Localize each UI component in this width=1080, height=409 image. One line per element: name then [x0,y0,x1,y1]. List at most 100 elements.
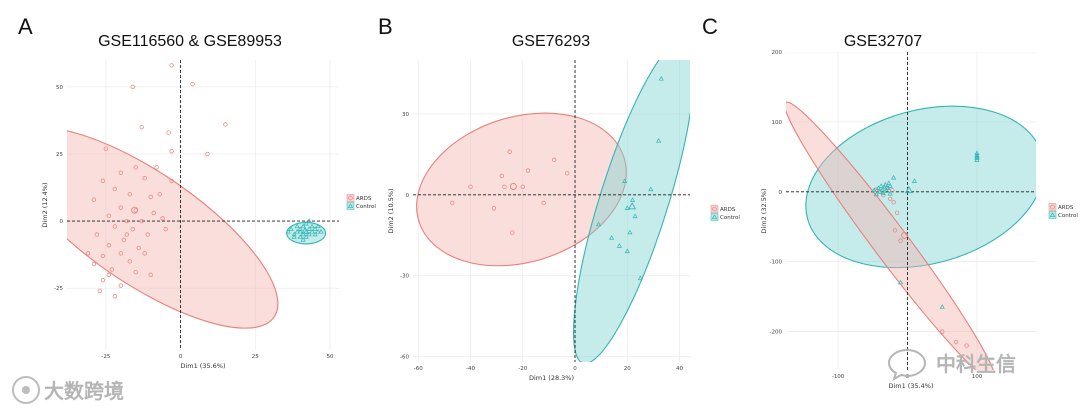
data-point-ards [881,193,886,198]
data-point-ards [450,200,455,206]
data-point-ards [106,272,111,277]
data-point-control [315,223,321,229]
watermark-right-text: 中科生信 [936,352,1016,376]
x-tick-label: 20 [624,366,631,372]
data-point-ards [205,151,210,157]
data-point-ards [130,84,135,90]
x-tick-label: 0 [179,354,183,360]
data-point-control [884,188,890,193]
data-point-control [891,174,897,180]
legend-symbol-control [711,214,718,220]
y-tick-label: 0 [406,193,410,199]
data-point-ards [154,165,159,170]
data-point-control [288,226,294,231]
legend-label-control: Control [720,215,740,221]
data-point-ards [121,237,126,243]
data-point-ards [100,178,106,183]
data-point-control [873,191,879,197]
ellipses [399,60,690,362]
data-point-ards [502,184,507,189]
x-axis-label: Dim1 (35.4%) [888,382,933,390]
confidence-ellipse-control [788,81,1036,293]
data-point-control [303,234,309,239]
panel-letter: A [18,14,33,39]
data-point-ards [507,149,512,154]
confidence-ellipse-ards [399,89,644,290]
data-point-control [312,231,318,237]
x-tick-label: 40 [676,366,683,372]
data-point-ards [510,230,515,235]
x-tick-label: 50 [327,354,334,360]
panels-layer: A GSE116560 & GSE89953 -25 0 25 50 -25 0 25 50 Dim… [18,14,1078,390]
legend-symbol-ards [1050,204,1055,210]
legend-symbol-ards [712,206,717,212]
legend-key-control [1048,211,1057,219]
data-point-ards [100,253,106,259]
y-tick-label: 200 [772,50,783,56]
data-point-ards [118,170,123,175]
data-point-control [974,155,980,160]
data-point-control [318,228,324,234]
chart-title: GSE76293 [512,33,590,50]
data-point-control [648,186,654,192]
data-point-ards [491,206,497,211]
watermark-right: 中科生信 [887,348,1016,382]
legend-key-ards [346,194,355,202]
x-tick-label: 0 [906,374,910,380]
data-point-ards [130,227,135,232]
data-point-ards [118,251,123,256]
watermark-left-logo-dot-icon [22,386,30,394]
data-point-ards [124,232,129,237]
data-point-ards [223,122,228,127]
legend: ARDS Control [346,194,376,210]
group-mean-control [301,226,310,234]
data-point-ards [148,272,153,277]
y-axis-label: Dim2 (10.5%) [387,188,395,233]
ellipse-ards-group [67,95,310,361]
group-mean-control [904,186,913,194]
data-point-ards [91,261,97,267]
data-point-control [624,205,630,210]
data-point-control [887,183,893,188]
data-point-ards [468,184,473,189]
legend-key-ards [710,205,719,213]
data-point-ards [112,224,117,229]
data-point-ards [151,210,156,216]
legend-key-control [346,202,355,210]
data-point-control [624,248,630,254]
data-point-ards [888,196,893,201]
data-point-ards [145,232,150,237]
group-mean-ards [509,183,517,190]
data-point-control [306,231,312,237]
data-point-ards [190,82,195,87]
panel-b: B GSE76293 -60 -40 -20 0 20 40 -60 -30 0 30 Dim1 (28… [378,14,740,382]
x-axis-label: Dim1 (28.3%) [529,374,574,382]
data-point-control [300,236,306,242]
data-point-ards [169,178,174,183]
legend: ARDS Control [710,205,740,221]
data-point-control [294,228,300,234]
x-tick-label: -60 [414,366,423,372]
data-point-control [616,243,623,248]
y-tick-label: 25 [56,152,63,158]
y-tick-label: 30 [402,112,409,118]
data-point-ards [160,216,165,221]
legend-key-ards [1048,203,1057,211]
data-point-ards [953,339,959,345]
data-point-control [627,229,633,235]
panel-letter: B [378,14,393,39]
data-point-ards [85,251,91,256]
y-axis-label: Dim2 (32.5%) [760,188,768,233]
y-tick-label: 100 [772,120,783,126]
data-point-control [300,223,306,229]
data-point-ards [118,283,123,288]
data-point-control [632,213,638,219]
group-mean-control [628,202,637,210]
data-point-ards [139,124,144,130]
x-tick-label: -25 [101,354,110,360]
data-point-ards [520,184,525,189]
data-point-control [871,187,877,193]
x-tick-label: 100 [972,374,983,380]
data-point-ards [148,194,153,200]
panel-letter: C [702,14,718,39]
